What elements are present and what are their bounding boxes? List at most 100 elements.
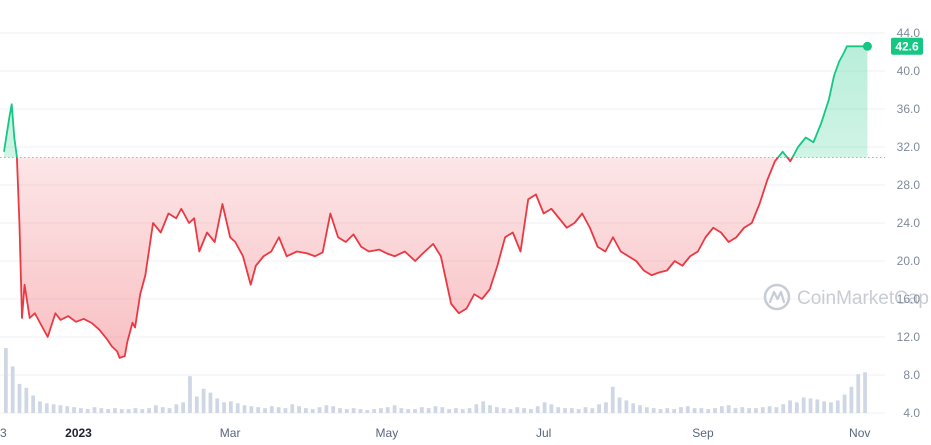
last-price-point[interactable] <box>862 41 872 51</box>
volume-bar <box>372 409 376 413</box>
volume-bar <box>815 399 820 413</box>
volume-bar <box>576 409 581 413</box>
x-axis: 3 2023 Mar May Jul Sep Nov <box>0 426 870 440</box>
volume-bar <box>781 404 786 413</box>
volume-bar <box>488 405 492 413</box>
volume-bar <box>188 376 192 413</box>
volume-bar <box>454 408 458 413</box>
volume-bar <box>167 408 172 413</box>
volume-bar <box>72 407 76 413</box>
volume-bar <box>433 406 438 413</box>
volume-bar <box>842 394 847 413</box>
volume-bar <box>474 404 479 413</box>
volume-bar <box>58 405 63 413</box>
volume-bar <box>726 405 731 413</box>
volume-bar <box>733 408 738 413</box>
volume-bar <box>535 406 540 413</box>
volume-bar <box>808 398 813 413</box>
volume-bar <box>392 405 397 413</box>
volume-bar <box>297 406 301 413</box>
volume-bar <box>24 387 29 413</box>
current-price-label: 42.6 <box>895 39 919 53</box>
volume-bar <box>79 408 83 413</box>
volume-bar <box>665 408 670 413</box>
volume-bar <box>99 408 104 413</box>
y-tick-label: 24.0 <box>897 216 921 230</box>
volume-bar <box>140 409 145 413</box>
x-tick-label: 3 <box>0 426 7 440</box>
x-tick-label: Nov <box>849 426 870 440</box>
volume-bar <box>38 401 42 413</box>
volume-bar <box>406 409 411 413</box>
volume-bar <box>31 395 36 413</box>
volume-bar <box>829 402 833 413</box>
volume-bar <box>160 407 165 413</box>
volume-bar <box>229 401 233 413</box>
volume-bar <box>65 406 70 413</box>
volume-bar <box>719 406 724 413</box>
volume-bar <box>147 408 151 413</box>
coinmarketcap-logo-icon <box>763 283 791 311</box>
volume-bar <box>644 407 649 413</box>
volume-bar <box>460 409 465 413</box>
volume-bar <box>597 404 601 413</box>
price-line-down <box>15 157 794 359</box>
volume-bar <box>222 402 226 413</box>
x-tick-label: Jul <box>536 426 551 440</box>
volume-bar <box>119 409 124 413</box>
volume-bar <box>754 408 758 413</box>
volume-bar <box>344 409 349 413</box>
volume-bar <box>699 408 704 413</box>
volume-bar <box>651 408 656 413</box>
volume-bar <box>624 400 629 413</box>
volume-bar <box>269 406 274 413</box>
volume-bar <box>610 386 615 413</box>
watermark: CoinMarketCap <box>763 283 929 311</box>
volume-bar <box>324 405 329 413</box>
volume-bar <box>481 401 486 413</box>
volume-bar <box>822 401 827 413</box>
x-tick-label: May <box>376 426 399 440</box>
volume-bar <box>256 407 261 413</box>
volume-bar <box>426 408 431 413</box>
volume-bar <box>542 402 547 413</box>
volume-bar <box>249 406 254 413</box>
y-tick-label: 20.0 <box>897 254 921 268</box>
y-tick-label: 16.0 <box>897 292 921 306</box>
current-price-badge: 42.6 <box>891 37 923 55</box>
volume-bar <box>181 402 186 413</box>
volume-bar <box>304 408 308 413</box>
volume-bar <box>194 396 199 413</box>
volume-bar <box>399 408 404 413</box>
volume-bar <box>44 403 49 413</box>
volume-bar <box>440 407 445 413</box>
volume-bar <box>208 392 213 413</box>
y-tick-label: 12.0 <box>897 330 921 344</box>
volume-bar <box>317 407 322 413</box>
volume-bar <box>235 403 240 413</box>
volume-bar <box>522 408 526 413</box>
volume-bar <box>863 372 867 413</box>
volume-bar <box>767 406 772 413</box>
volume-bar <box>283 408 288 413</box>
y-axis: 4.0 8.0 12.0 16.0 20.0 24.0 28.0 32.0 36.0 40.0 44… <box>897 26 921 420</box>
volume-bar <box>631 403 636 413</box>
volume-bar <box>494 407 499 413</box>
volume-bar <box>351 408 356 413</box>
volume-bar <box>788 400 792 413</box>
x-tick-label: Mar <box>220 426 241 440</box>
volume-bar <box>747 408 752 413</box>
volume-bar <box>126 409 131 413</box>
volume-bar <box>4 348 8 413</box>
volume-bar <box>604 402 608 413</box>
volume-bar <box>290 404 295 413</box>
x-tick-label: Sep <box>692 426 714 440</box>
volume-bar <box>310 409 315 413</box>
volume-bar <box>529 409 533 413</box>
volume-bar <box>692 408 697 413</box>
volume-bar <box>713 408 717 413</box>
volume-bar <box>338 408 342 413</box>
volume-bar <box>242 405 247 413</box>
price-area <box>4 46 868 358</box>
